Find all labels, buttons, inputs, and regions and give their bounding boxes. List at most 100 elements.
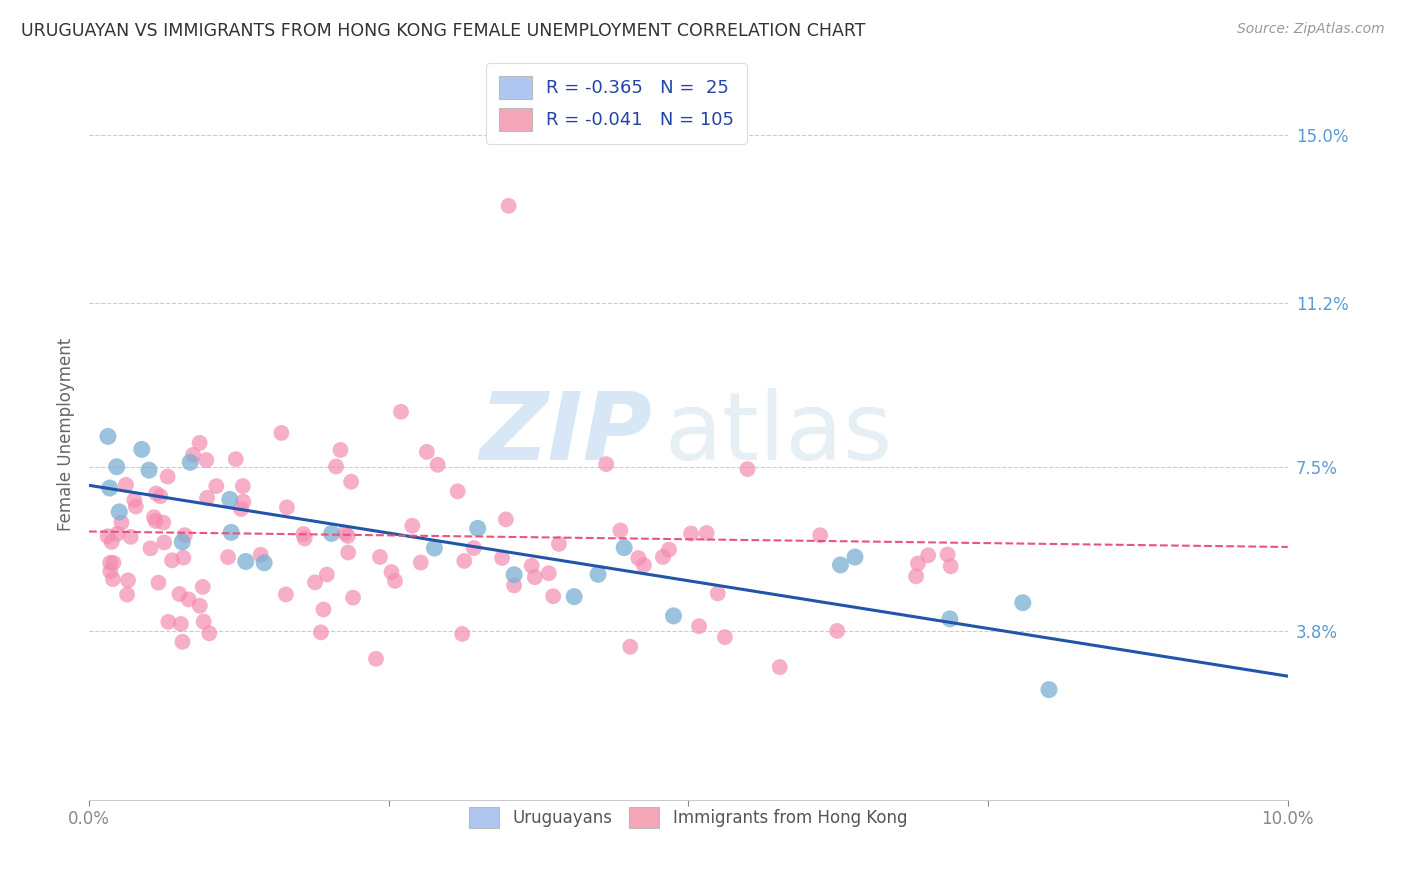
Point	[830, 558, 852, 572]
Point	[172, 535, 194, 549]
Point	[97, 429, 120, 443]
Point	[172, 550, 194, 565]
Point	[100, 535, 122, 549]
Point	[153, 535, 176, 549]
Point	[907, 557, 929, 571]
Point	[294, 532, 316, 546]
Point	[232, 479, 254, 493]
Point	[523, 570, 546, 584]
Point	[368, 549, 391, 564]
Point	[169, 587, 191, 601]
Point	[337, 545, 360, 559]
Point	[170, 617, 193, 632]
Point	[117, 574, 139, 588]
Point	[595, 457, 617, 471]
Point	[844, 550, 866, 565]
Point	[808, 528, 831, 542]
Point	[1011, 596, 1033, 610]
Point	[181, 448, 204, 462]
Point	[304, 575, 326, 590]
Point	[329, 442, 352, 457]
Point	[503, 578, 526, 592]
Point	[342, 591, 364, 605]
Text: Source: ZipAtlas.com: Source: ZipAtlas.com	[1237, 22, 1385, 37]
Point	[177, 592, 200, 607]
Point	[714, 630, 737, 644]
Point	[232, 494, 254, 508]
Point	[148, 575, 170, 590]
Point	[205, 479, 228, 493]
Point	[98, 565, 121, 579]
Point	[315, 567, 337, 582]
Point	[157, 615, 180, 629]
Point	[253, 556, 276, 570]
Point	[125, 500, 148, 514]
Point	[446, 484, 468, 499]
Point	[292, 527, 315, 541]
Point	[681, 526, 703, 541]
Point	[401, 518, 423, 533]
Point	[97, 529, 120, 543]
Point	[188, 436, 211, 450]
Point	[498, 199, 520, 213]
Point	[825, 624, 848, 638]
Point	[107, 526, 129, 541]
Point	[142, 510, 165, 524]
Point	[172, 635, 194, 649]
Point	[939, 612, 962, 626]
Point	[108, 505, 131, 519]
Point	[613, 541, 636, 555]
Point	[537, 566, 560, 581]
Point	[195, 491, 218, 505]
Point	[619, 640, 641, 654]
Point	[707, 586, 730, 600]
Point	[340, 475, 363, 489]
Point	[179, 455, 201, 469]
Point	[520, 558, 543, 573]
Point	[98, 481, 121, 495]
Point	[312, 602, 335, 616]
Point	[249, 548, 271, 562]
Point	[120, 530, 142, 544]
Point	[195, 453, 218, 467]
Point	[389, 405, 412, 419]
Point	[541, 589, 564, 603]
Point	[416, 445, 439, 459]
Point	[198, 626, 221, 640]
Point	[491, 551, 513, 566]
Point	[217, 550, 239, 565]
Point	[336, 529, 359, 543]
Point	[380, 565, 402, 579]
Point	[463, 541, 485, 555]
Point	[219, 525, 242, 540]
Point	[173, 528, 195, 542]
Point	[453, 554, 475, 568]
Point	[688, 619, 710, 633]
Point	[160, 553, 183, 567]
Point	[936, 548, 959, 562]
Point	[103, 556, 125, 570]
Point	[229, 502, 252, 516]
Point	[1038, 682, 1060, 697]
Point	[586, 567, 609, 582]
Point	[917, 548, 939, 562]
Point	[276, 500, 298, 515]
Y-axis label: Female Unemployment: Female Unemployment	[58, 337, 75, 531]
Point	[115, 588, 138, 602]
Point	[139, 541, 162, 556]
Point	[769, 660, 792, 674]
Point	[110, 516, 132, 530]
Point	[562, 590, 585, 604]
Point	[651, 549, 673, 564]
Point	[451, 627, 474, 641]
Point	[609, 524, 631, 538]
Point	[325, 459, 347, 474]
Point	[225, 452, 247, 467]
Point	[145, 514, 167, 528]
Point	[495, 512, 517, 526]
Point	[321, 526, 343, 541]
Point	[426, 458, 449, 472]
Point	[409, 556, 432, 570]
Point	[115, 478, 138, 492]
Point	[235, 554, 257, 568]
